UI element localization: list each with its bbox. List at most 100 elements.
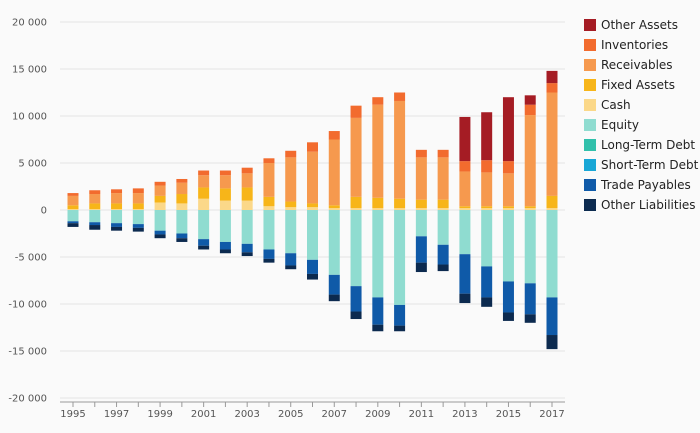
- x-axis: 1995 1997 1999 2001 2003 2005 2007 2009 2011 2013…: [60, 401, 565, 420]
- bar-segment: [481, 208, 493, 210]
- bar-segment: [263, 196, 275, 207]
- bar-segment: [154, 181, 166, 186]
- bar-segment: [459, 206, 471, 209]
- bar-segment: [154, 195, 166, 203]
- bar-segment: [307, 207, 318, 210]
- bar-segment: [350, 117, 362, 197]
- y-tick-label: -10 000: [8, 300, 47, 311]
- bar-segment: [89, 190, 101, 195]
- bar-segment: [307, 151, 318, 204]
- bar-segment: [502, 161, 514, 174]
- bar-segment: [285, 157, 297, 202]
- bar-segment: [132, 209, 144, 210]
- bar-segment: [241, 167, 253, 174]
- x-tick-label: 2003: [234, 409, 259, 420]
- y-axis: 20 000 15 000 10 000 5 000 0 -5 000 -10 000 -15…: [8, 18, 47, 405]
- x-tick-label: 2017: [539, 409, 564, 420]
- bar-segment: [350, 208, 362, 210]
- legend-swatch: [584, 59, 596, 71]
- legend-swatch: [584, 119, 596, 131]
- bar-segment: [459, 161, 471, 172]
- bar-segment: [481, 160, 493, 173]
- bar-segment: [285, 210, 297, 254]
- x-tick-label: 2011: [409, 409, 434, 420]
- x-tick-label: 2013: [452, 409, 477, 420]
- bar-segment: [437, 157, 449, 200]
- bar-segment: [394, 304, 406, 326]
- bar-segment: [481, 112, 493, 161]
- x-tick-label: 2001: [191, 409, 216, 420]
- bar-segment: [176, 203, 188, 210]
- bar-segment: [437, 199, 449, 209]
- legend-label: Short-Term Debt: [601, 158, 699, 172]
- bar-segment: [459, 208, 471, 210]
- legend-swatch: [584, 199, 596, 211]
- bar-segment: [372, 97, 384, 105]
- bar-segment: [524, 283, 536, 315]
- bar-segment: [372, 208, 384, 210]
- bar-segment: [198, 175, 210, 188]
- y-tick-label: 20 000: [12, 18, 47, 29]
- bar-segment: [111, 223, 123, 227]
- bar-segment: [328, 205, 340, 209]
- legend-swatch: [584, 19, 596, 31]
- legend-label: Equity: [601, 118, 639, 132]
- bar-segment: [546, 208, 558, 210]
- bar-segment: [546, 92, 558, 196]
- bar-segment: [154, 210, 166, 231]
- bar-segment: [285, 253, 297, 266]
- x-tick-label: 2009: [365, 409, 390, 420]
- y-tick-label: 5 000: [18, 159, 47, 170]
- bar-segment: [524, 95, 536, 105]
- legend-label: Other Liabilities: [601, 198, 696, 212]
- bar-segment: [111, 193, 123, 204]
- bar-segment: [198, 239, 210, 246]
- bar-segment: [111, 226, 123, 231]
- bar-segment: [372, 297, 384, 325]
- bar-segment: [394, 208, 406, 210]
- bar-segment: [394, 100, 406, 199]
- bar-segment: [459, 254, 471, 294]
- bar-segment: [350, 311, 362, 320]
- bar-segment: [394, 198, 406, 209]
- bar-segment: [132, 224, 144, 228]
- bar-segment: [176, 178, 188, 183]
- bar-segment: [241, 252, 253, 257]
- legend-swatch: [584, 179, 596, 191]
- bar-segment: [524, 206, 536, 209]
- legend-label: Receivables: [601, 58, 673, 72]
- bar-segment: [502, 312, 514, 321]
- bar-segment: [67, 193, 79, 196]
- bar-segment: [328, 139, 340, 206]
- bar-segment: [89, 210, 101, 223]
- bar-segment: [307, 259, 318, 274]
- bar-segment: [263, 210, 275, 250]
- bar-segment: [198, 187, 210, 199]
- bar-segment: [241, 210, 253, 244]
- legend-label: Long-Term Debt: [601, 138, 695, 152]
- bar-segment: [437, 264, 449, 272]
- bar-segment: [481, 172, 493, 207]
- bar-segment: [132, 193, 144, 204]
- bar-segment: [219, 175, 231, 189]
- bar-segment: [154, 185, 166, 196]
- bar-segment: [263, 249, 275, 259]
- bar-segment: [263, 206, 275, 210]
- bar-segment: [546, 195, 558, 209]
- bar-segment: [350, 286, 362, 312]
- bar-segment: [524, 115, 536, 207]
- bar-segment: [111, 203, 123, 210]
- bar-segment: [67, 205, 79, 210]
- bar-segment: [307, 142, 318, 152]
- bar-segment: [154, 234, 166, 239]
- bar-segment: [154, 230, 166, 235]
- bar-segment: [372, 104, 384, 198]
- x-tick-label: 1995: [60, 409, 85, 420]
- bar-segment: [241, 200, 253, 210]
- legend-label: Other Assets: [601, 18, 678, 32]
- bar-segment: [459, 116, 471, 162]
- bar-segment: [372, 210, 384, 298]
- bar-segment: [459, 210, 471, 255]
- legend-swatch: [584, 79, 596, 91]
- bar-segment: [198, 198, 210, 210]
